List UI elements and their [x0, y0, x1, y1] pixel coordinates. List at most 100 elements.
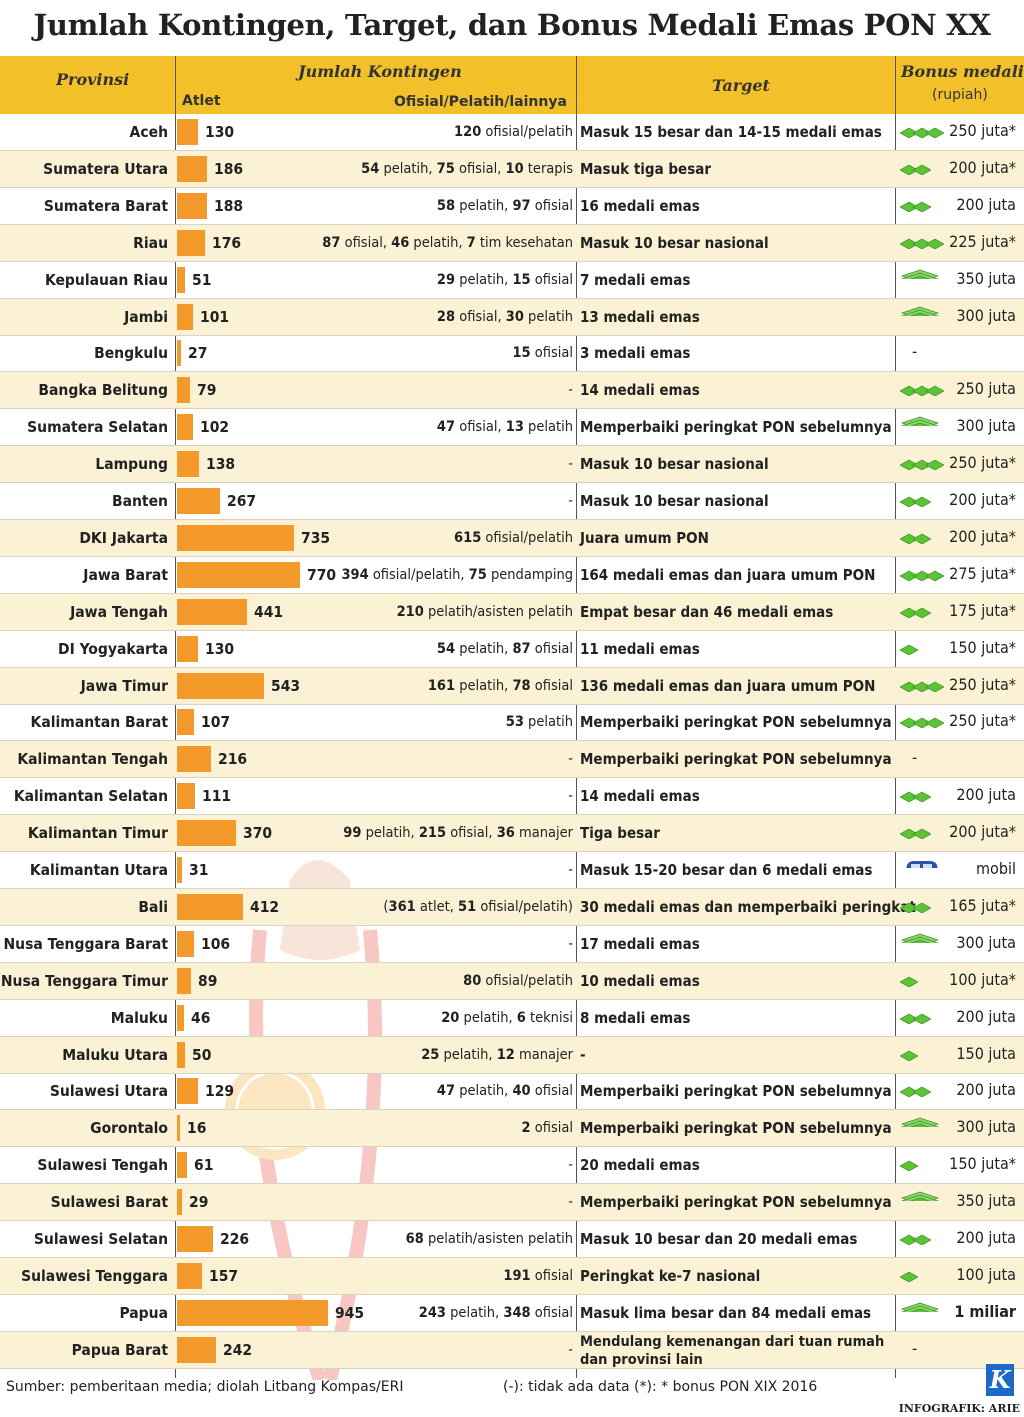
target-text: Tiga besar	[580, 824, 660, 843]
athlete-bar	[177, 635, 198, 662]
table-row: Riau 176 87 ofisial, 46 pelatih, 7 tim kes…	[0, 224, 1024, 262]
official-count: 80 ofisial/pelatih	[463, 972, 573, 989]
official-count: 2 ofisial	[521, 1120, 573, 1137]
bonus-cell: 100 juta*	[898, 963, 1024, 999]
bonus-cell: 275 juta*	[898, 557, 1024, 593]
bonus-cell: 250 juta	[898, 372, 1024, 408]
province-name: Nusa Tenggara Timur	[0, 971, 168, 990]
bonus-amount: 150 juta	[956, 1043, 1016, 1063]
athlete-count: 242	[223, 1340, 253, 1359]
money-icon	[900, 828, 931, 840]
table-row: Kalimantan Tengah 216- Memperbaiki peringk…	[0, 741, 1024, 779]
target-text: Memperbaiki peringkat PON sebelumnya	[580, 750, 892, 769]
province-name: DKI Jakarta	[79, 528, 168, 547]
bonus-cell: 350 juta	[898, 1184, 1024, 1220]
athlete-bar	[177, 1262, 202, 1289]
bonus-cell: 1 miliar	[898, 1295, 1024, 1331]
bonus-cell: 150 juta	[898, 1037, 1024, 1073]
bonus-amount: 200 juta	[956, 194, 1016, 214]
money-icon	[900, 1191, 940, 1202]
athlete-bar	[177, 1004, 184, 1031]
official-count: 615 ofisial/pelatih	[454, 529, 573, 546]
table-row: Jawa Tengah 441 210 pelatih/asisten pelati…	[0, 593, 1024, 631]
bonus-amount: 300 juta	[956, 1117, 1016, 1137]
athlete-bar	[177, 303, 193, 330]
official-count: 191 ofisial	[503, 1267, 573, 1284]
bonus-cell: 250 juta*	[898, 114, 1024, 150]
table-row: Sulawesi Utara 129 47 pelatih, 40 ofisial M…	[0, 1073, 1024, 1111]
money-icon	[900, 570, 944, 581]
province-name: Sulawesi Tengah	[37, 1156, 168, 1175]
column-divider	[175, 56, 176, 1378]
bonus-amount: 350 juta	[956, 268, 1016, 288]
table-row: Jawa Timur 543 161 pelatih, 78 ofisial 136 …	[0, 667, 1024, 705]
athlete-count: 107	[201, 713, 231, 732]
athlete-bar	[177, 820, 236, 847]
money-icon	[900, 933, 940, 943]
table-row: Sumatera Utara 186 54 pelatih, 75 ofisial,…	[0, 150, 1024, 188]
table-row: Lampung 138 - Masuk 10 besar nasional 250 ju…	[0, 446, 1024, 484]
province-name: Sumatera Utara	[43, 159, 168, 178]
province-name: Kalimantan Selatan	[13, 787, 168, 806]
table-row: Sumatera Selatan 102 47 ofisial, 13 pelati…	[0, 409, 1024, 447]
official-count: -	[568, 1157, 573, 1174]
athlete-bar	[177, 746, 211, 773]
athlete-bar	[177, 266, 185, 293]
athlete-count: 441	[254, 602, 284, 621]
athlete-count: 130	[205, 123, 235, 141]
province-name: Maluku Utara	[62, 1045, 168, 1064]
athlete-count: 61	[194, 1156, 214, 1175]
athlete-count: 226	[220, 1230, 250, 1248]
bonus-cell: -	[898, 741, 1024, 777]
athlete-bar	[177, 1041, 185, 1068]
bonus-amount: 200 juta	[956, 785, 1016, 805]
target-text: Memperbaiki peringkat PON sebelumnya	[580, 418, 892, 437]
athlete-count: 412	[250, 897, 280, 916]
money-icon	[900, 1050, 918, 1061]
official-count: -	[568, 788, 573, 805]
official-count: 28 ofisial, 30 pelatih	[436, 308, 573, 325]
bonus-amount: -	[912, 1338, 918, 1358]
target-text: Masuk 10 besar dan 20 medali emas	[580, 1230, 858, 1248]
money-icon	[900, 1234, 931, 1245]
kompas-logo: K	[986, 1364, 1014, 1396]
province-name: Banten	[111, 492, 168, 510]
official-count: -	[568, 935, 573, 952]
table-row: Sulawesi Selatan 226 68 pelatih/asisten pe…	[0, 1221, 1024, 1258]
official-count: -	[568, 1341, 573, 1358]
bonus-amount: 300 juta	[956, 932, 1016, 952]
header-target: Target	[712, 76, 770, 95]
target-text: 20 medali emas	[580, 1156, 700, 1175]
bonus-cell: 300 juta	[898, 926, 1024, 962]
bonus-amount: 165 juta*	[949, 895, 1016, 915]
athlete-count: 111	[202, 787, 232, 806]
money-icon	[900, 976, 918, 987]
official-count: 53 pelatih	[505, 714, 573, 731]
bonus-amount: 300 juta	[956, 305, 1016, 325]
athlete-bar	[177, 229, 205, 256]
athlete-count: 106	[201, 934, 231, 953]
official-count: 54 pelatih, 87 ofisial	[436, 640, 573, 657]
bonus-cell: 225 juta*	[898, 225, 1024, 261]
bonus-amount: 250 juta	[956, 379, 1016, 399]
province-name: Sulawesi Utara	[49, 1082, 168, 1101]
province-name: Bali	[138, 897, 168, 916]
athlete-count: 46	[191, 1008, 211, 1027]
athlete-bar	[177, 155, 207, 182]
target-text: 7 medali emas	[580, 270, 691, 289]
athlete-bar	[177, 1152, 187, 1179]
athlete-count: 138	[206, 455, 236, 474]
header-bonus: Bonus medali	[901, 62, 1024, 81]
table-row: Nusa Tenggara Barat 106 -17 medali emas 300…	[0, 926, 1024, 963]
credit-text: INFOGRAFIK: ARIE	[898, 1402, 1020, 1415]
target-text: 14 medali emas	[580, 381, 700, 400]
athlete-count: 543	[271, 676, 301, 695]
table-row: Maluku 46 20 pelatih, 6 teknisi 8 medali em…	[0, 1000, 1024, 1037]
athlete-count: 101	[200, 307, 230, 326]
bonus-amount: 250 juta*	[949, 711, 1016, 731]
target-text: Masuk lima besar dan 84 medali emas	[580, 1303, 872, 1322]
bonus-cell: 100 juta	[898, 1258, 1024, 1294]
money-icon	[900, 385, 944, 397]
athlete-count: 51	[192, 270, 212, 289]
province-name: Kalimantan Barat	[30, 713, 168, 732]
